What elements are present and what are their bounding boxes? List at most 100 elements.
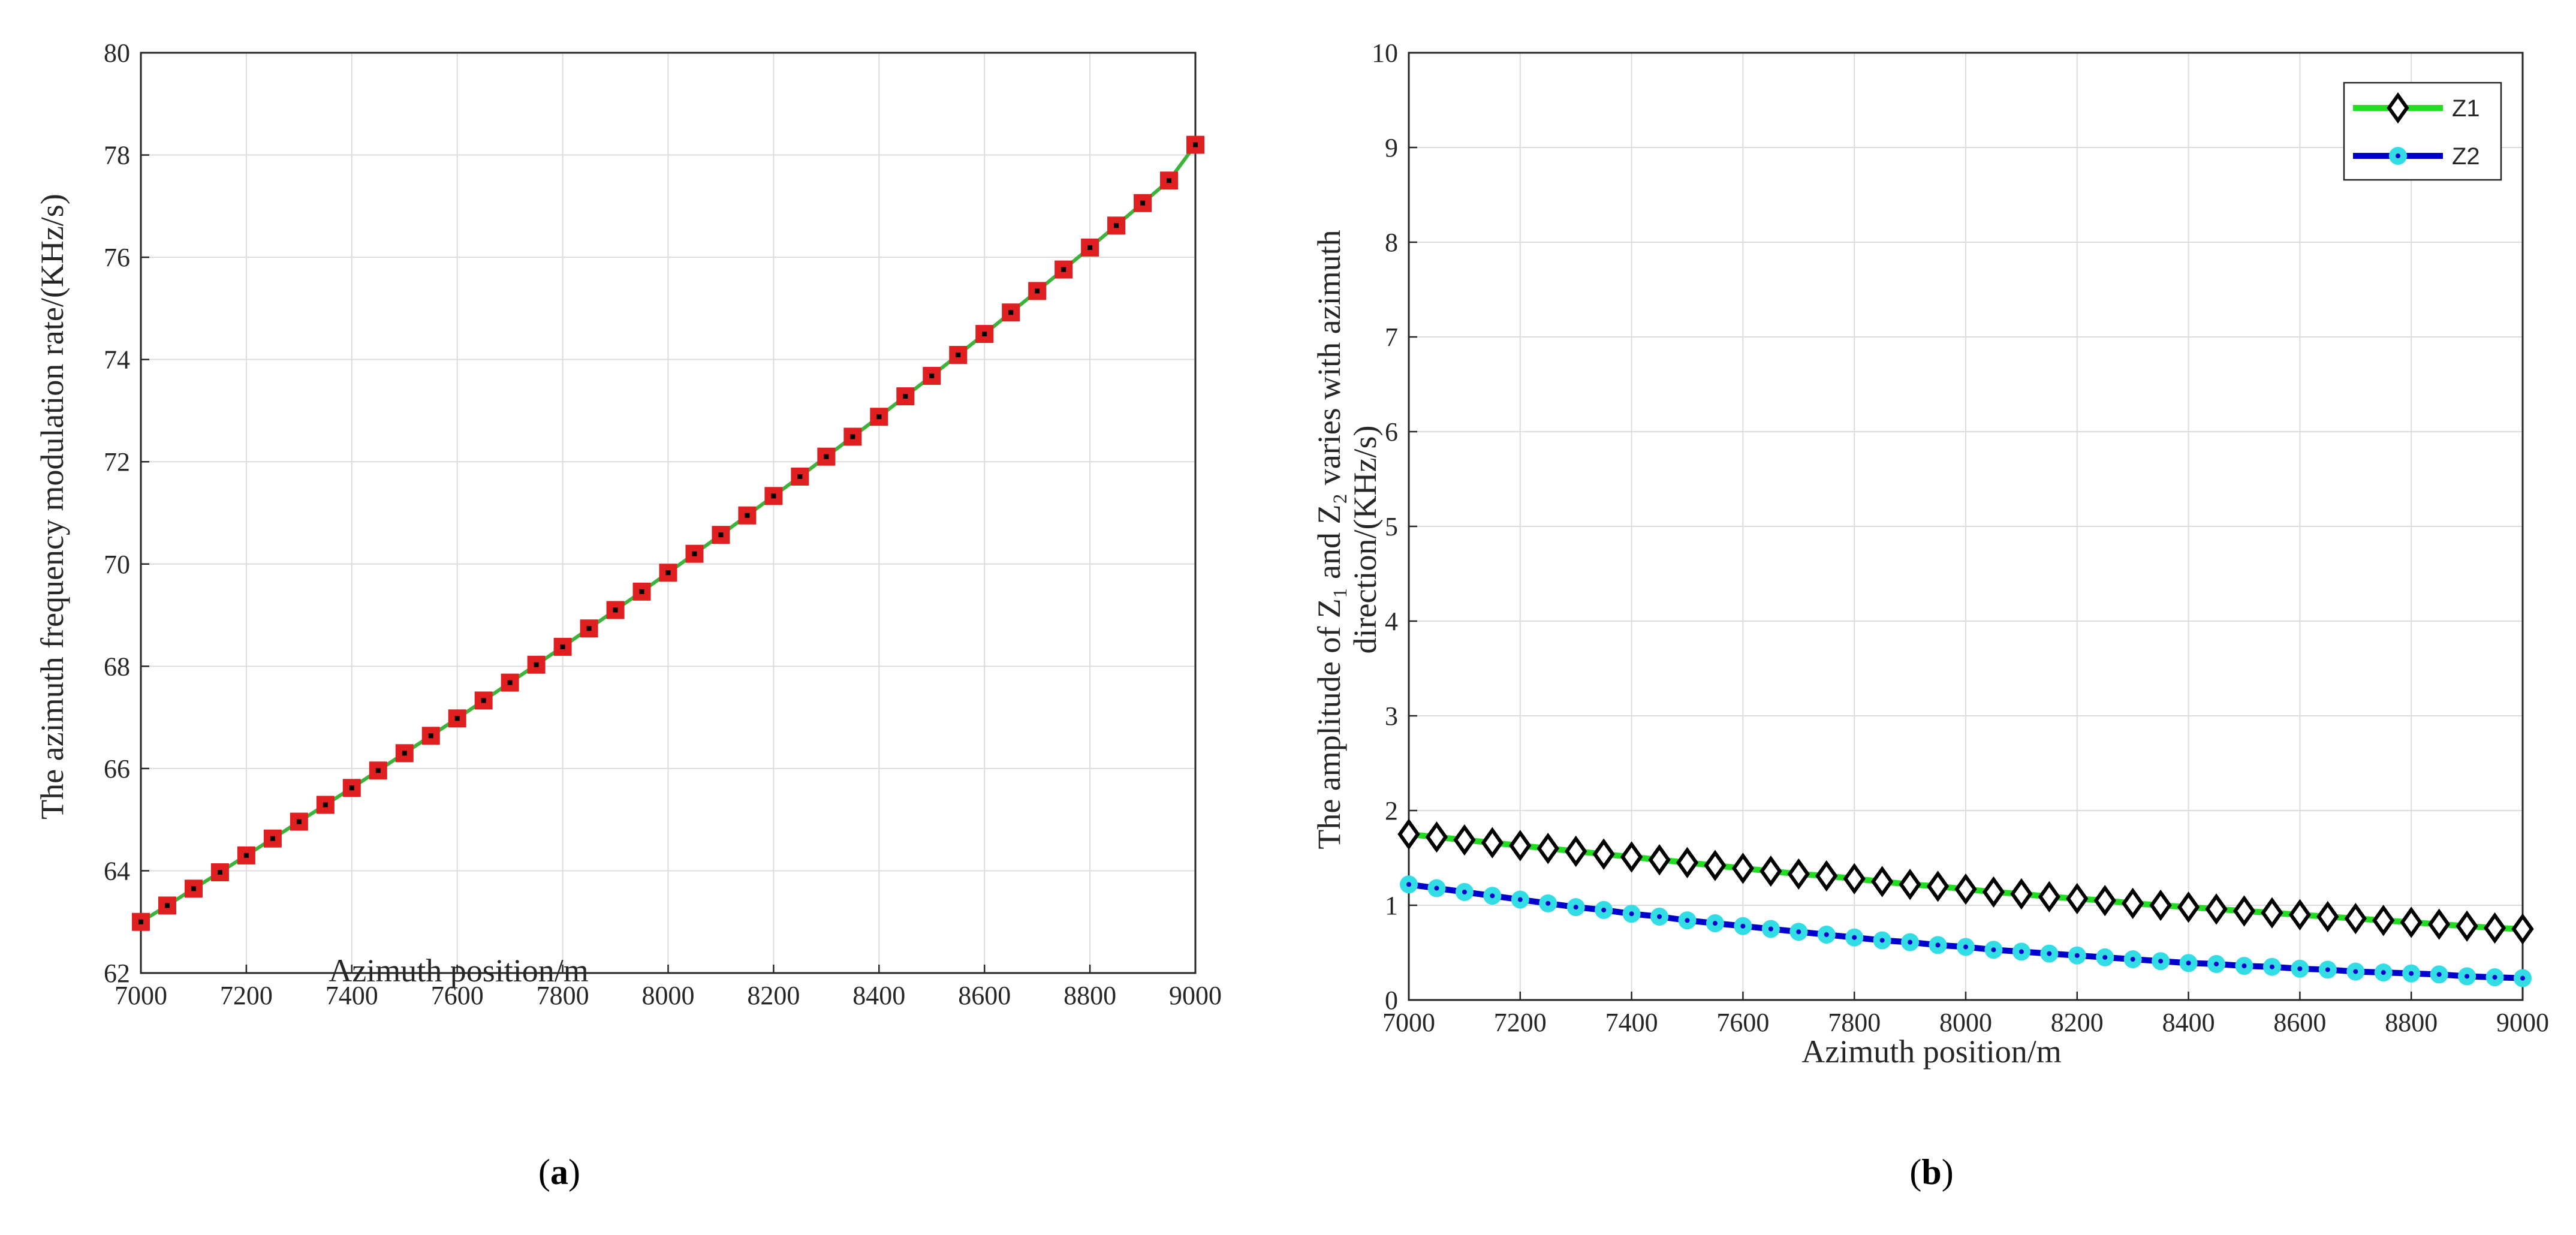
- chart-b-data-point-z1: [2232, 895, 2256, 927]
- chart-b-data-point-z2: [2235, 957, 2253, 975]
- chart-b-x-tick-label: 7400: [1605, 1008, 1658, 1037]
- chart-b-y-tick-label: 0: [1385, 986, 1398, 1015]
- chart-b-y-tick-label: 5: [1385, 512, 1398, 541]
- chart-b-data-point-z2: [1845, 928, 1864, 947]
- chart-a-data-point-rate: [501, 673, 519, 692]
- chart-a-data-point-rate: [290, 812, 308, 831]
- chart-b-data-point-z2: [2374, 963, 2393, 982]
- chart-a-data-point-rate: [1134, 194, 1152, 212]
- chart-b-y-tick-label: 9: [1385, 133, 1398, 162]
- caption-a: (a): [538, 1152, 580, 1192]
- chart-b-data-point-z1: [1843, 863, 1866, 894]
- chart-a-series: [132, 135, 1204, 931]
- chart-b-data-point-z1: [1982, 876, 2005, 908]
- chart-b-data-point-z1: [1565, 835, 1587, 867]
- chart-b-data-point-z2: [2096, 948, 2114, 966]
- chart-a-data-point-rate: [738, 506, 757, 525]
- chart-b-data-point-z1: [1815, 860, 1838, 892]
- chart-b-x-tick-label: 9000: [2496, 1008, 2549, 1037]
- chart-b-data-point-z1: [2177, 891, 2200, 923]
- chart-b-data-point-z1: [1870, 866, 1894, 897]
- chart-a-x-tick-label: 8400: [852, 981, 905, 1010]
- chart-b-data-point-z1: [1648, 844, 1671, 876]
- chart-a: 7000 7200 7400 7600 7800 8000 8200 8400 8600 8800…: [34, 38, 1222, 1192]
- chart-b-data-point-z1: [2066, 882, 2089, 915]
- chart-a-data-point-rate: [237, 846, 255, 864]
- chart-b-data-point-z2: [1873, 931, 1891, 950]
- chart-b-data-point-z1: [1676, 847, 1699, 879]
- chart-b-data-point-z2: [2346, 962, 2365, 981]
- chart-b-data-point-z2: [2207, 954, 2226, 973]
- chart-b-data-point-z1: [2316, 900, 2339, 933]
- chart-a-x-tick-label: 7200: [220, 981, 273, 1010]
- chart-b-data-point-z1: [1453, 824, 1476, 856]
- chart-b-data-point-z2: [2318, 960, 2337, 979]
- chart-a-data-point-rate: [421, 727, 440, 745]
- chart-b: 7000 7200 7400 7600 7800 8000 8200 8400 8600 8800…: [1311, 38, 2549, 1192]
- chart-a-y-ticks: 62 64 66 68 70 72 74 76 78 80: [104, 38, 149, 988]
- chart-b-y-tick-label: 8: [1385, 228, 1398, 257]
- chart-b-y-axis-label-line1: The amplitude of Z₁ and Z₂ varies with a…: [1311, 230, 1347, 849]
- chart-a-x-tick-label: 7000: [115, 981, 167, 1010]
- chart-b-data-point-z2: [2152, 952, 2170, 971]
- chart-a-data-point-rate: [923, 366, 941, 385]
- chart-a-data-point-rate: [712, 526, 730, 544]
- chart-b-data-point-z2: [2123, 950, 2142, 969]
- chart-b-y-tick-label: 7: [1385, 323, 1398, 352]
- chart-b-x-tick-label: 7600: [1716, 1008, 1769, 1037]
- chart-a-data-point-rate: [580, 619, 598, 638]
- chart-a-data-point-rate: [1054, 260, 1073, 279]
- chart-a-y-tick-label: 64: [104, 856, 130, 885]
- chart-b-data-point-z1: [2205, 893, 2228, 925]
- chart-a-data-point-rate: [1160, 171, 1179, 190]
- chart-b-data-point-z1: [2261, 897, 2283, 929]
- chart-a-x-ticks: 7000 7200 7400 7600 7800 8000 8200 8400 8600 8800…: [115, 965, 1222, 1010]
- caption-b: (b): [1909, 1152, 1953, 1192]
- chart-a-data-point-rate: [764, 487, 783, 505]
- chart-b-data-point-z1: [1620, 841, 1643, 873]
- chart-b-data-point-z1: [1731, 853, 1755, 884]
- chart-a-data-point-rate: [896, 387, 915, 406]
- chart-b-data-point-z2: [2458, 967, 2476, 986]
- chart-b-data-point-z2: [1901, 933, 1920, 951]
- chart-b-data-point-z2: [1427, 879, 1446, 897]
- chart-a-data-point-rate: [210, 863, 229, 882]
- chart-b-y-tick-label: 4: [1385, 607, 1398, 636]
- chart-b-legend: Z1 Z2: [2343, 82, 2502, 181]
- chart-a-x-tick-label: 7600: [431, 981, 484, 1010]
- chart-b-y-tick-label: 10: [1372, 38, 1398, 68]
- chart-a-y-tick-label: 80: [104, 38, 130, 68]
- chart-a-data-point-rate: [1028, 282, 1047, 300]
- chart-b-x-tick-label: 8800: [2385, 1008, 2438, 1037]
- legend-box: [2343, 82, 2502, 181]
- chart-b-data-point-z2: [1706, 914, 1724, 933]
- chart-b-data-point-z1: [1509, 830, 1532, 862]
- chart-b-data-point-z1: [2511, 913, 2534, 945]
- chart-b-data-point-z2: [1483, 887, 1502, 905]
- chart-b-data-point-z2: [1595, 900, 1613, 919]
- chart-a-x-tick-label: 7800: [537, 981, 589, 1010]
- chart-a-x-tick-label: 8600: [958, 981, 1011, 1010]
- chart-a-data-point-rate: [448, 709, 466, 728]
- legend-swatch-marker: [2387, 92, 2409, 124]
- chart-a-data-point-rate: [263, 829, 282, 848]
- legend-label-z2: Z2: [2452, 143, 2480, 170]
- caption-b-letter: b: [1921, 1152, 1941, 1192]
- chart-b-data-point-z2: [2514, 969, 2532, 987]
- chart-b-data-point-z2: [2430, 965, 2448, 984]
- chart-b-data-point-z1: [1425, 821, 1448, 853]
- chart-a-y-tick-label: 78: [104, 141, 130, 170]
- chart-b-data-point-z1: [2372, 905, 2395, 936]
- chart-b-x-tick-label: 8400: [2162, 1008, 2215, 1037]
- chart-a-data-point-rate: [817, 447, 836, 466]
- chart-a-x-axis-label: Azimuth position/m: [329, 953, 589, 989]
- chart-b-data-point-z2: [1622, 905, 1641, 923]
- chart-b-y-tick-label: 2: [1385, 796, 1398, 826]
- chart-b-x-tick-label: 8200: [2051, 1008, 2104, 1037]
- legend-entry-z2: Z2: [2353, 143, 2480, 170]
- chart-a-data-point-rate: [527, 655, 546, 674]
- chart-a-data-point-rate: [1002, 303, 1020, 322]
- chart-b-data-point-z2: [1789, 923, 1808, 941]
- chart-b-data-point-z1: [1536, 833, 1559, 864]
- chart-a-data-point-rate: [474, 691, 493, 710]
